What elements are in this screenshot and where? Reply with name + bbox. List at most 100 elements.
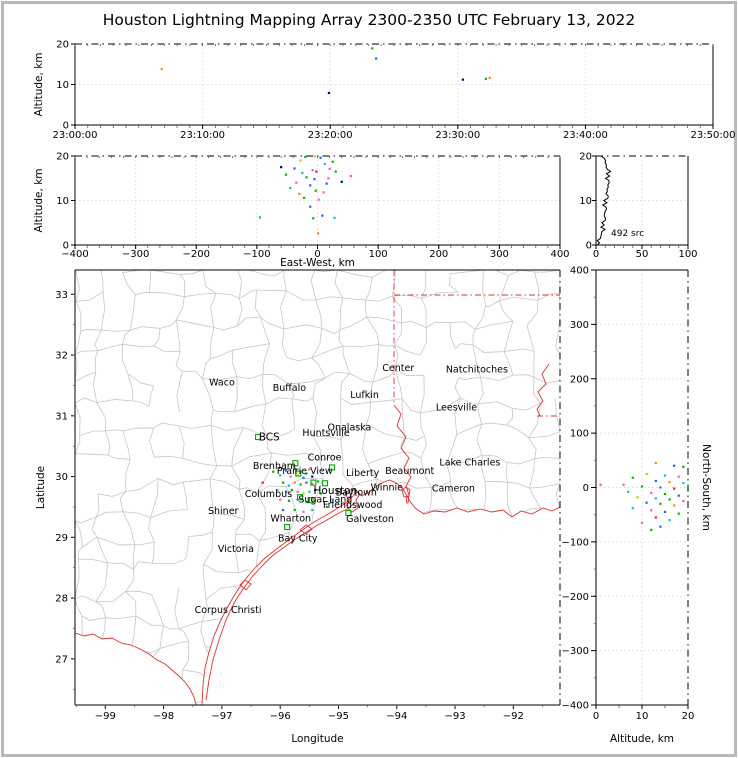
county-line <box>479 547 485 572</box>
source-point <box>654 516 657 519</box>
county-line <box>121 344 129 374</box>
county-line <box>342 297 366 301</box>
source-point <box>296 490 299 493</box>
county-line <box>344 535 378 548</box>
city-label-winnie: Winnie <box>371 483 404 494</box>
source-point <box>331 498 334 501</box>
tick-label: −97 <box>211 711 232 722</box>
county-line <box>163 625 179 630</box>
county-line <box>503 321 514 352</box>
source-point <box>309 205 312 208</box>
city-label-houston: Houston <box>314 485 358 497</box>
barrier-island <box>205 502 356 701</box>
county-line <box>261 404 269 440</box>
county-line <box>182 457 217 467</box>
county-line <box>105 615 136 620</box>
tick-label: 23:20:00 <box>308 130 353 141</box>
source-point <box>673 504 676 507</box>
county-line <box>262 343 270 375</box>
county-line <box>502 572 508 589</box>
source-point <box>349 174 352 178</box>
county-line <box>540 653 560 656</box>
county-line <box>375 613 378 649</box>
county-line <box>234 376 238 412</box>
county-line <box>259 532 289 542</box>
county-line <box>159 640 189 649</box>
county-line <box>402 695 425 705</box>
county-line <box>122 343 154 348</box>
tick-label: 20 <box>56 40 69 51</box>
county-line <box>176 371 183 412</box>
county-line <box>425 510 433 534</box>
county-line <box>151 542 155 564</box>
county-line <box>340 397 371 405</box>
source-point <box>322 191 325 194</box>
county-line <box>75 520 84 548</box>
city-label-lake-charles: Lake Charles <box>439 458 500 469</box>
county-line <box>75 673 82 705</box>
county-line <box>369 566 395 573</box>
county-line <box>400 587 406 614</box>
source-point <box>622 483 625 486</box>
county-line <box>394 564 433 573</box>
county-line <box>266 439 273 454</box>
county-line <box>81 615 83 644</box>
county-line <box>239 289 257 299</box>
county-line <box>260 317 270 344</box>
county-line <box>149 292 185 298</box>
county-line <box>209 478 240 490</box>
tick-label: 100 <box>369 249 388 260</box>
county-line <box>374 673 398 679</box>
county-line <box>311 639 343 652</box>
source-point <box>299 483 302 486</box>
county-line <box>175 296 185 321</box>
county-line <box>283 270 287 291</box>
county-line <box>474 598 484 615</box>
county-line <box>314 270 338 272</box>
county-line <box>421 270 427 299</box>
county-line <box>503 351 514 376</box>
county-line <box>554 398 560 432</box>
axis-label-altitude: Altitude, km <box>33 52 45 116</box>
county-line <box>528 437 537 459</box>
tick-label: 0 <box>63 241 69 252</box>
county-line <box>259 515 266 541</box>
county-line <box>481 422 507 426</box>
tick-label: 23:30:00 <box>435 130 480 141</box>
county-line <box>321 668 343 674</box>
county-line <box>182 482 188 510</box>
county-line <box>508 679 514 700</box>
county-line <box>256 493 266 516</box>
county-line <box>152 672 158 695</box>
tick-label: 50 <box>636 249 649 260</box>
county-line <box>404 481 432 489</box>
county-line <box>285 478 324 487</box>
county-line <box>232 699 269 704</box>
county-line <box>344 698 370 705</box>
source-point <box>313 178 316 181</box>
source-point <box>677 512 680 515</box>
county-line <box>264 270 285 277</box>
source-point <box>375 57 378 60</box>
county-line <box>286 566 320 574</box>
map-city-labels: Waco Buffalo Center Natchitoches Lufkin Leesv… <box>195 363 508 616</box>
county-line <box>506 482 513 517</box>
axis-label-longitude: Longitude <box>291 733 343 745</box>
county-line <box>312 435 341 441</box>
county-line <box>280 290 287 330</box>
axis-label-altitude: Altitude, km <box>610 733 674 745</box>
tick-label: −95 <box>328 711 349 722</box>
county-line <box>210 424 244 431</box>
county-line <box>78 546 84 560</box>
county-line <box>200 621 206 647</box>
county-line <box>371 270 396 278</box>
city-label-prairie-view: Prairie View <box>277 466 333 477</box>
county-line <box>229 638 259 646</box>
county-line <box>254 290 262 318</box>
county-line <box>286 357 312 362</box>
city-label-huntsville: Huntsville <box>302 428 349 439</box>
tick-label: 0 <box>593 711 599 722</box>
tick-label: 10 <box>56 196 69 207</box>
tick-label: 100 <box>678 249 697 260</box>
county-line <box>474 588 508 600</box>
